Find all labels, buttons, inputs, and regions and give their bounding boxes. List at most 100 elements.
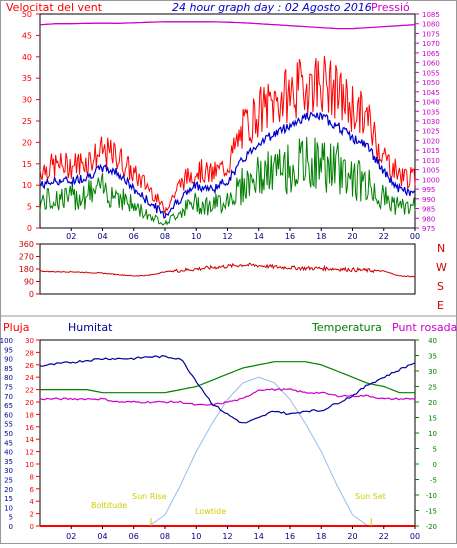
wind-direction-axis: 0 90 180 270 360 — [19, 240, 40, 299]
humidity-tick-label: 80 — [4, 374, 13, 382]
rain-tick-label: 30 — [25, 337, 34, 345]
temperature-tick-label: 35 — [428, 353, 437, 361]
pressure-tick-label: 985 — [422, 206, 435, 214]
pressure-tick-label: 1050 — [422, 79, 440, 87]
bottom-time-tick-label: 22 — [379, 532, 389, 541]
rain-tick-label: 24 — [25, 374, 34, 382]
temperature-tick-label: 25 — [428, 384, 437, 392]
bottom-time-tick-label: 12 — [222, 532, 232, 541]
pressure-tick-label: 1045 — [422, 89, 440, 97]
temperature-tick-label: -15 — [426, 508, 437, 516]
rain-tick-label: 2 — [30, 511, 34, 519]
top-time-tick-label: 20 — [347, 232, 357, 241]
direction-tick-label: 360 — [19, 240, 34, 249]
annotation-sun-set: Sun Set — [355, 492, 386, 501]
bottom-time-tick-label: 10 — [191, 532, 201, 541]
humidity-temperature-plot-area — [39, 339, 416, 527]
pressure-tick-label: 1000 — [422, 176, 440, 184]
top-time-tick-label: 04 — [97, 232, 107, 241]
humidity-tick-label: 50 — [4, 430, 13, 438]
wind-speed-label: Velocitat del vent — [6, 1, 103, 14]
wind-speed-tick-label: 15 — [22, 160, 32, 169]
pressure-line — [39, 21, 416, 30]
humidity-tick-label: 25 — [4, 477, 13, 485]
pressure-tick-label: 1080 — [422, 21, 440, 29]
temperature-tick-label: -5 — [430, 477, 437, 485]
pressure-tick-label: 1060 — [422, 60, 440, 68]
pressure-tick-label: 1065 — [422, 50, 440, 58]
rain-tick-label: 12 — [25, 449, 34, 457]
annotation-sun-rise: Sun Rise — [132, 492, 167, 501]
temperature-tick-label: -10 — [426, 492, 437, 500]
bottom-time-tick-label: 06 — [129, 532, 139, 541]
temperature-tick-label: 10 — [428, 430, 437, 438]
humidity-tick-label: 90 — [4, 356, 13, 364]
annotation-lowtide: Lowtide — [195, 507, 226, 516]
humidity-tick-label: 55 — [4, 421, 13, 429]
pressure-tick-label: 1070 — [422, 40, 440, 48]
humidity-tick-label: 15 — [4, 495, 13, 503]
temperature-tick-label: 30 — [428, 368, 437, 376]
rain-tick-label: 22 — [25, 387, 34, 395]
humidity-tick-label: 95 — [4, 346, 13, 354]
wind-direction-line — [39, 262, 416, 278]
direction-tick-label: 90 — [24, 278, 34, 287]
wind-pressure-series — [39, 21, 416, 226]
humidity-tick-label: 5 — [9, 514, 13, 522]
humidity-label: Humitat — [68, 321, 113, 334]
temperature-tick-label: 20 — [428, 399, 437, 407]
pressure-tick-label: 1010 — [422, 157, 440, 165]
temperature-label: Temperatura — [311, 321, 382, 334]
bottom-time-axis: 02 04 06 08 10 12 14 16 18 20 22 00 — [66, 526, 420, 541]
temperature-tick-label: 0 — [433, 461, 437, 469]
pressure-axis: 9759809859909951000100510101015102010251… — [415, 11, 440, 233]
wind-speed-tick-label: 50 — [22, 10, 32, 19]
wind-speed-tick-label: 25 — [22, 117, 32, 126]
wind-speed-tick-label: 0 — [27, 224, 32, 233]
compass-label-n-top: N — [437, 242, 445, 255]
humidity-tick-label: 10 — [4, 504, 13, 512]
pressure-tick-label: 1030 — [422, 118, 440, 126]
humidity-tick-label: 40 — [4, 449, 13, 457]
wind-low-line — [39, 136, 416, 226]
humidity-line — [39, 355, 416, 424]
wind-average-line — [39, 111, 416, 219]
humidity-tick-label: 85 — [4, 365, 13, 373]
graph-title: 24 hour graph day : 02 Agosto 2016 — [172, 1, 372, 14]
humidity-tick-label: 45 — [4, 439, 13, 447]
bottom-time-tick-label: 20 — [347, 532, 357, 541]
bottom-time-tick-label: 14 — [254, 532, 264, 541]
pressure-tick-label: 1035 — [422, 108, 440, 116]
top-time-tick-label: 06 — [129, 232, 139, 241]
pressure-tick-label: 975 — [422, 225, 435, 233]
bottom-axes: 0510152025303540455055606570758085909510… — [0, 337, 437, 531]
pressure-tick-label: 1020 — [422, 137, 440, 145]
top-time-tick-label: 12 — [222, 232, 232, 241]
rain-tick-label: 10 — [25, 461, 34, 469]
rain-tick-label: 16 — [25, 424, 34, 432]
dewpoint-label: Punt rosada — [392, 321, 457, 334]
rain-tick-label: 8 — [30, 473, 34, 481]
humidity-tick-label: 60 — [4, 411, 13, 419]
pressure-tick-label: 1005 — [422, 167, 440, 175]
top-time-tick-label: 22 — [379, 232, 389, 241]
humidity-tick-label: 100 — [0, 337, 13, 345]
top-time-tick-label: 02 — [66, 232, 76, 241]
annotation-boltitude: Boltitude — [91, 501, 127, 510]
rain-tick-label: 28 — [25, 349, 34, 357]
direction-tick-label: 270 — [19, 253, 34, 262]
top-time-tick-label: 10 — [191, 232, 201, 241]
humidity-tick-label: 35 — [4, 458, 13, 466]
rain-tick-label: 14 — [25, 436, 34, 444]
humidity-tick-label: 75 — [4, 384, 13, 392]
direction-tick-label: 0 — [29, 290, 34, 299]
pressure-tick-label: 1085 — [422, 11, 440, 19]
top-time-tick-label: 16 — [285, 232, 295, 241]
wind-speed-axis: 0 5 10 15 20 25 30 35 40 45 50 — [22, 10, 40, 233]
wind-speed-tick-label: 45 — [22, 31, 32, 40]
top-time-tick-label: 14 — [254, 232, 264, 241]
pressure-tick-label: 980 — [422, 215, 435, 223]
rain-tick-label: 20 — [25, 399, 34, 407]
pressure-tick-label: 1015 — [422, 147, 440, 155]
